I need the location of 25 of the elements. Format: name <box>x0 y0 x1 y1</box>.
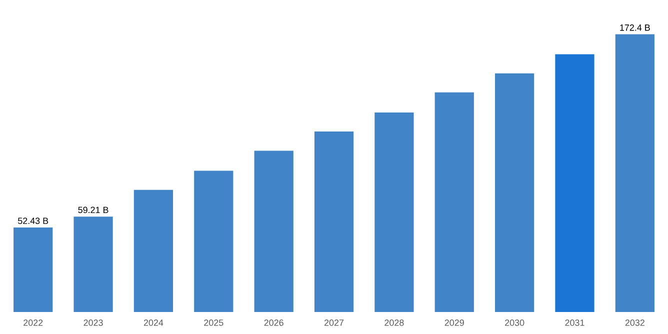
bar <box>254 150 294 312</box>
bar <box>615 34 654 312</box>
x-tick-label: 2025 <box>204 320 224 326</box>
x-tick-label: 2030 <box>505 320 524 326</box>
x-tick-label: 2022 <box>24 320 43 326</box>
x-tick-label: 2027 <box>324 320 344 326</box>
x-tick-label: 2029 <box>444 320 464 326</box>
data-label: 52.43 B <box>18 218 48 224</box>
data-label: 59.21 B <box>78 206 108 214</box>
bar <box>74 216 113 312</box>
x-tick-label: 2028 <box>384 320 404 326</box>
x-tick-label: 2026 <box>264 320 284 326</box>
x-tick-label: 2023 <box>84 320 103 326</box>
bar <box>434 92 474 312</box>
bar <box>314 132 354 312</box>
bar <box>494 73 534 312</box>
bar <box>14 228 53 312</box>
bar <box>134 190 174 312</box>
bar <box>555 54 594 312</box>
x-tick-label: 2032 <box>625 320 644 326</box>
bar <box>194 170 234 312</box>
data-label: 172.4 B <box>620 24 650 31</box>
x-tick-label: 2031 <box>565 320 584 326</box>
x-tick-label: 2024 <box>144 320 164 326</box>
bar <box>374 112 414 312</box>
